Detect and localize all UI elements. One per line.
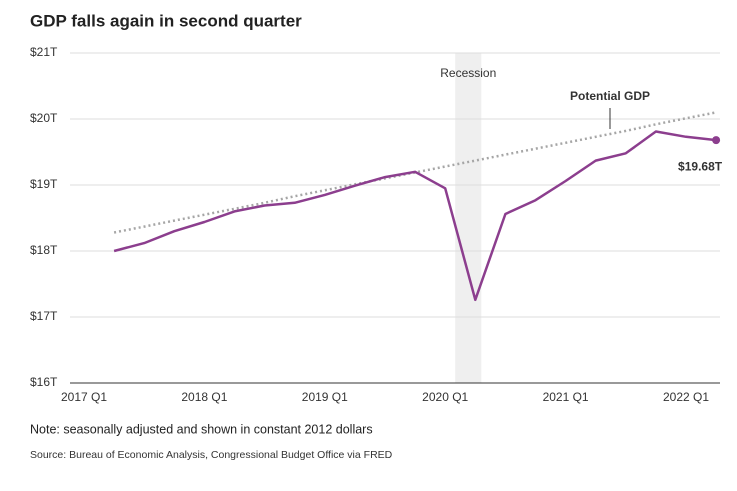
x-tick-label: 2018 Q1: [181, 390, 227, 404]
y-tick-label: $17T: [30, 309, 58, 323]
recession-band: [455, 53, 482, 383]
note: Note: seasonally adjusted and shown in c…: [30, 422, 373, 436]
chart-title: GDP falls again in second quarter: [30, 11, 302, 30]
y-tick-label: $20T: [30, 111, 58, 125]
x-tick-label: 2019 Q1: [302, 390, 348, 404]
gdp-line: [113, 130, 717, 302]
x-tick-label: 2021 Q1: [543, 390, 589, 404]
y-tick-label: $16T: [30, 375, 58, 389]
y-tick-label: $18T: [30, 243, 58, 257]
source: Source: Bureau of Economic Analysis, Con…: [30, 449, 393, 461]
end-marker: [712, 136, 721, 145]
y-tick-label: $21T: [30, 45, 58, 59]
y-tick-label: $19T: [30, 177, 58, 191]
x-tick-label: 2020 Q1: [422, 390, 468, 404]
recession-label: Recession: [440, 66, 496, 80]
value-label: $19.68T: [678, 159, 723, 173]
x-tick-label: 2017 Q1: [61, 390, 107, 404]
x-tick-label: 2022 Q1: [663, 390, 709, 404]
potential-label: Potential GDP: [570, 89, 650, 103]
